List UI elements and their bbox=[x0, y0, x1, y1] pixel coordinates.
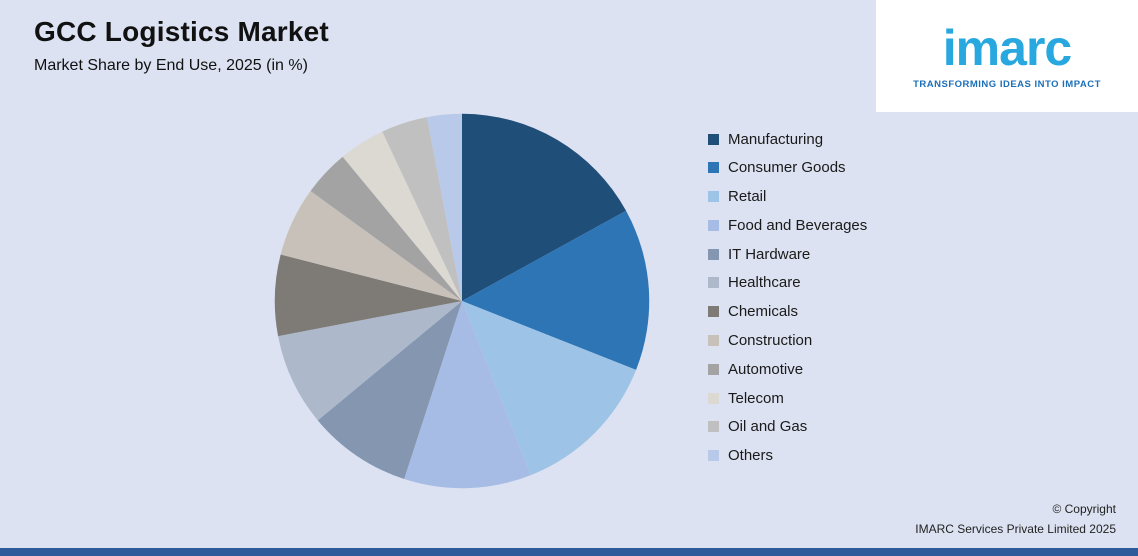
legend-swatch bbox=[708, 306, 719, 318]
legend-item: Construction bbox=[708, 331, 867, 351]
legend-item: Retail bbox=[708, 187, 867, 207]
legend-swatch bbox=[708, 335, 719, 347]
imarc-logo-wordmark: imarc bbox=[942, 19, 1072, 76]
legend-label: Construction bbox=[728, 332, 813, 350]
copyright-line-2: IMARC Services Private Limited 2025 bbox=[915, 522, 1116, 537]
legend-swatch bbox=[708, 248, 719, 260]
legend-label: IT Hardware bbox=[728, 245, 811, 263]
legend-label: Others bbox=[728, 447, 774, 465]
legend-label: Oil and Gas bbox=[728, 418, 808, 436]
page-subtitle: Market Share by End Use, 2025 (in %) bbox=[34, 57, 308, 74]
pie-slice-construction bbox=[280, 190, 462, 301]
legend-label: Healthcare bbox=[728, 274, 801, 292]
legend-item: Consumer Goods bbox=[708, 158, 867, 178]
legend-item: Healthcare bbox=[708, 273, 867, 293]
pie-slice-others bbox=[426, 113, 462, 301]
legend-swatch bbox=[708, 133, 719, 145]
legend-item: Oil and Gas bbox=[708, 417, 867, 437]
legend-label: Telecom bbox=[728, 389, 784, 407]
pie-slice-food-and-beverages bbox=[404, 301, 531, 489]
legend: Manufacturing Consumer Goods Retail Food an… bbox=[708, 129, 867, 475]
pie-slice-manufacturing bbox=[462, 113, 627, 301]
copyright-line-1: © Copyright bbox=[1052, 502, 1116, 517]
pie-chart bbox=[274, 113, 650, 489]
legend-item: Food and Beverages bbox=[708, 215, 867, 235]
page-title: GCC Logistics Market bbox=[34, 16, 329, 47]
legend-swatch bbox=[708, 191, 719, 203]
imarc-logo-tagline: TRANSFORMING IDEAS INTO IMPACT bbox=[913, 78, 1101, 90]
legend-item: Chemicals bbox=[708, 302, 867, 322]
legend-label: Manufacturing bbox=[728, 130, 824, 148]
legend-swatch bbox=[708, 219, 719, 231]
pie-slice-chemicals bbox=[274, 254, 462, 337]
legend-label: Food and Beverages bbox=[728, 216, 868, 234]
pie-slice-telecom bbox=[342, 131, 462, 301]
legend-label: Chemicals bbox=[728, 303, 799, 321]
imarc-logo: imarc TRANSFORMING IDEAS INTO IMPACT bbox=[876, 0, 1138, 112]
bottom-accent-bar bbox=[0, 548, 1138, 556]
legend-item: Manufacturing bbox=[708, 129, 867, 149]
legend-swatch bbox=[708, 162, 719, 174]
pie-slice-oil-and-gas bbox=[382, 117, 462, 302]
legend-swatch bbox=[708, 363, 719, 375]
copyright: © Copyright IMARC Services Private Limit… bbox=[915, 500, 1116, 540]
legend-swatch bbox=[708, 450, 719, 462]
legend-swatch bbox=[708, 392, 719, 404]
pie-slice-automotive bbox=[310, 156, 462, 301]
pie-slice-healthcare bbox=[278, 301, 462, 421]
legend-swatch bbox=[708, 421, 719, 433]
pie-slice-consumer-goods bbox=[462, 210, 650, 370]
pie-chart-container bbox=[268, 107, 656, 495]
pie-slice-retail bbox=[462, 301, 637, 476]
legend-item: Others bbox=[708, 446, 867, 466]
legend-label: Automotive bbox=[728, 360, 804, 378]
legend-label: Consumer Goods bbox=[728, 159, 846, 177]
header-section: GCC Logistics Market Market Share by End… bbox=[34, 16, 329, 75]
legend-label: Retail bbox=[728, 188, 767, 206]
legend-swatch bbox=[708, 277, 719, 289]
legend-item: Automotive bbox=[708, 359, 867, 379]
legend-item: Telecom bbox=[708, 388, 867, 408]
pie-slice-it-hardware bbox=[317, 301, 462, 480]
legend-item: IT Hardware bbox=[708, 244, 867, 264]
